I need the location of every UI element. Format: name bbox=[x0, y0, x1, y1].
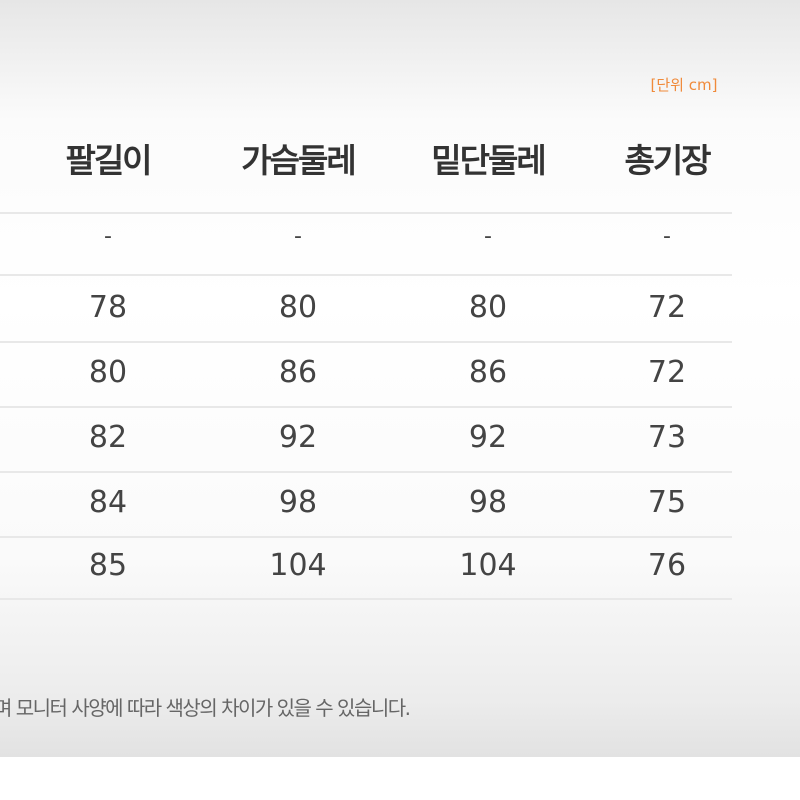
cell: 86 bbox=[468, 355, 508, 390]
cell: 98 bbox=[468, 485, 508, 520]
cell: - bbox=[663, 224, 671, 249]
divider bbox=[0, 212, 732, 214]
cell: 76 bbox=[647, 548, 687, 583]
divider bbox=[0, 598, 732, 600]
header-sleeve-length: 팔길이 bbox=[65, 141, 152, 180]
divider bbox=[0, 274, 732, 276]
table-row: 85 104 104 76 bbox=[0, 548, 760, 608]
divider bbox=[0, 341, 732, 343]
cell: 85 bbox=[88, 548, 128, 583]
cell: 72 bbox=[647, 290, 687, 325]
cell: 75 bbox=[647, 485, 687, 520]
header-hem: 밑단둘레 bbox=[431, 141, 546, 180]
cell: 86 bbox=[278, 355, 318, 390]
divider bbox=[0, 536, 732, 538]
cell: 78 bbox=[88, 290, 128, 325]
cell: 73 bbox=[647, 420, 687, 455]
table-row: 80 86 86 72 bbox=[0, 355, 760, 415]
cell: 84 bbox=[88, 485, 128, 520]
table-row: 84 98 98 75 bbox=[0, 485, 760, 545]
table-row: 78 80 80 72 bbox=[0, 290, 760, 350]
cell: 82 bbox=[88, 420, 128, 455]
divider bbox=[0, 471, 732, 473]
cell: 80 bbox=[88, 355, 128, 390]
cell: - bbox=[104, 224, 112, 249]
cell: 98 bbox=[278, 485, 318, 520]
header-total-length: 총기장 bbox=[624, 141, 711, 180]
cell: - bbox=[294, 224, 302, 249]
table-header: 팔길이 가슴둘레 밑단둘레 총기장 bbox=[0, 134, 760, 194]
cell: 92 bbox=[278, 420, 318, 455]
table-row: - - - - bbox=[0, 224, 760, 284]
color-disclaimer-note: 며 모니터 사양에 따라 색상의 차이가 있을 수 있습니다. bbox=[0, 696, 411, 720]
cell: - bbox=[484, 224, 492, 249]
cell: 92 bbox=[468, 420, 508, 455]
cell: 80 bbox=[278, 290, 318, 325]
cell: 104 bbox=[269, 548, 327, 583]
size-table-panel: [단위 cm] 팔길이 가슴둘레 밑단둘레 총기장 - - - - 78 80 … bbox=[0, 0, 800, 757]
table-row: 82 92 92 73 bbox=[0, 420, 760, 480]
header-chest: 가슴둘레 bbox=[241, 141, 356, 180]
unit-label: [단위 cm] bbox=[650, 76, 718, 94]
cell: 104 bbox=[459, 548, 517, 583]
cell: 80 bbox=[468, 290, 508, 325]
divider bbox=[0, 406, 732, 408]
cell: 72 bbox=[647, 355, 687, 390]
